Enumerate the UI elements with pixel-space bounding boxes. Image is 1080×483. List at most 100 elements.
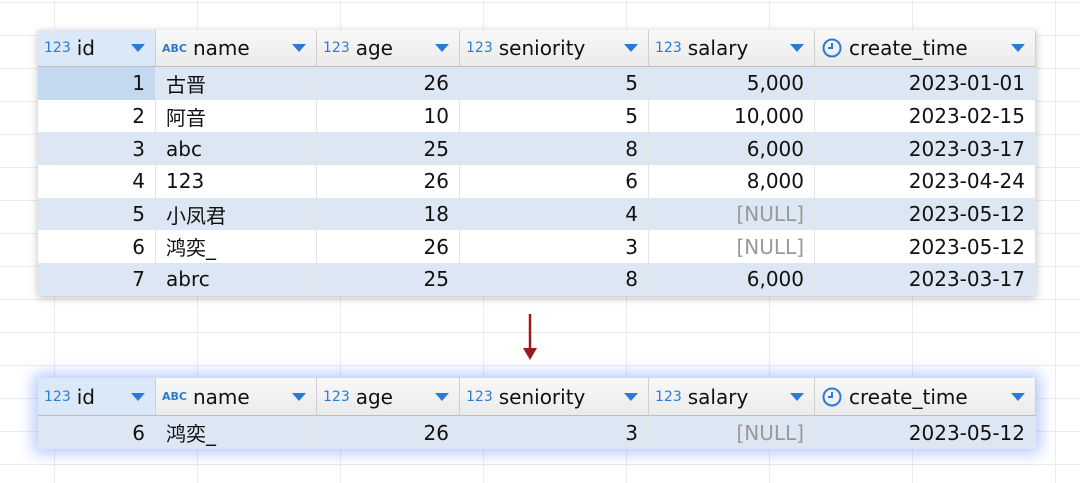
dropdown-arrow[interactable] — [131, 392, 145, 401]
table-cell[interactable]: 2023-05-12 — [815, 230, 1036, 264]
table-cell[interactable]: 10,000 — [649, 99, 815, 133]
table-cell[interactable]: 鸿奕_ — [156, 416, 317, 449]
table-cell[interactable]: 10 — [317, 99, 460, 133]
table-cell[interactable]: 8,000 — [649, 165, 815, 198]
clock-icon — [822, 38, 842, 58]
table-cell[interactable]: 7 — [38, 263, 156, 296]
column-header[interactable]: create_time — [815, 30, 1036, 67]
column-name: id — [76, 36, 95, 60]
table-cell[interactable]: 2023-03-17 — [815, 263, 1036, 296]
dropdown-arrow[interactable] — [435, 44, 449, 52]
table-row[interactable]: 2 阿音 10 5 10,000 2023-02-15 — [38, 99, 1036, 133]
table-row[interactable]: 6 鸿奕_ 26 3 [NULL] 2023-05-12 — [38, 230, 1036, 264]
dropdown-arrow[interactable] — [624, 44, 638, 52]
result-table: 123 id ABC name 123 age 123 seniority 123 salary c… — [38, 30, 1036, 296]
column-header[interactable]: 123 age — [317, 30, 460, 67]
dropdown-arrow[interactable] — [292, 392, 306, 401]
table-cell[interactable]: 26 — [317, 416, 460, 449]
table-cell[interactable]: 6,000 — [649, 132, 815, 166]
table-cell[interactable]: 2023-02-15 — [815, 99, 1036, 133]
table-cell[interactable]: 6,000 — [649, 263, 815, 296]
table-cell[interactable]: 6 — [38, 416, 156, 449]
table-cell[interactable]: 123 — [156, 165, 317, 198]
table-cell[interactable]: 8 — [460, 263, 649, 296]
table-cell[interactable]: 26 — [317, 67, 460, 100]
column-header[interactable]: 123 seniority — [460, 30, 649, 67]
table-cell[interactable]: 2023-03-17 — [815, 132, 1036, 166]
column-type: ABC — [162, 390, 187, 403]
table-cell[interactable]: 25 — [317, 263, 460, 296]
table-cell[interactable]: 2023-04-24 — [815, 165, 1036, 198]
dropdown-arrow[interactable] — [131, 44, 145, 52]
table-cell[interactable]: 5 — [460, 99, 649, 133]
table-cell[interactable]: abrc — [156, 263, 317, 296]
table-cell[interactable]: 2023-01-01 — [815, 67, 1036, 100]
table-cell[interactable]: [NULL] — [649, 230, 815, 264]
dropdown-arrow[interactable] — [292, 44, 306, 52]
table-cell[interactable]: 26 — [317, 165, 460, 198]
table-cell[interactable]: 5 — [38, 197, 156, 231]
dropdown-arrow[interactable] — [624, 392, 638, 401]
table-cell[interactable]: 2023-05-12 — [815, 197, 1036, 231]
table-cell[interactable]: 5 — [460, 67, 649, 100]
table-cell[interactable]: 6 — [460, 165, 649, 198]
table-cell[interactable]: 6 — [38, 230, 156, 264]
table-cell[interactable]: 25 — [317, 132, 460, 166]
dropdown-arrow[interactable] — [435, 392, 449, 401]
table-cell[interactable]: 26 — [317, 230, 460, 264]
filtered-table: 123 id ABC name 123 age 123 seniority 123 salary c… — [38, 378, 1036, 449]
table-row[interactable]: 1 古晋 26 5 5,000 2023-01-01 — [38, 67, 1036, 100]
table-cell[interactable]: [NULL] — [649, 416, 815, 449]
table-cell[interactable]: 2 — [38, 99, 156, 133]
table-cell[interactable]: 5,000 — [649, 67, 815, 100]
column-type: 123 — [655, 40, 682, 56]
table-cell[interactable]: 3 — [460, 416, 649, 449]
column-type: 123 — [466, 40, 493, 56]
dropdown-arrow[interactable] — [1011, 44, 1025, 52]
table-cell[interactable]: 阿音 — [156, 99, 317, 133]
column-header[interactable]: 123 age — [317, 378, 460, 416]
column-name: create_time — [849, 36, 968, 60]
dropdown-arrow[interactable] — [1011, 392, 1025, 401]
table-row[interactable]: 7 abrc 25 8 6,000 2023-03-17 — [38, 263, 1036, 296]
table-row[interactable]: 3 abc 25 8 6,000 2023-03-17 — [38, 132, 1036, 166]
table-row[interactable]: 6 鸿奕_ 26 3 [NULL] 2023-05-12 — [38, 416, 1036, 449]
column-type: 123 — [44, 40, 71, 56]
column-name: id — [76, 384, 95, 409]
column-header[interactable]: 123 id — [38, 30, 156, 67]
table-cell[interactable]: 鸿奕_ — [156, 230, 317, 264]
column-type: 123 — [466, 388, 493, 405]
table-cell[interactable]: 4 — [38, 165, 156, 198]
column-name: name — [192, 384, 250, 409]
column-name: salary — [687, 36, 749, 60]
dropdown-arrow[interactable] — [790, 44, 804, 52]
column-name: age — [355, 36, 393, 60]
table-cell[interactable]: abc — [156, 132, 317, 166]
column-header[interactable]: create_time — [815, 378, 1036, 416]
table-cell[interactable]: 古晋 — [156, 67, 317, 100]
column-header[interactable]: 123 seniority — [460, 378, 649, 416]
table-cell[interactable]: 8 — [460, 132, 649, 166]
column-type: ABC — [162, 41, 187, 55]
column-header[interactable]: 123 salary — [649, 378, 815, 416]
column-header[interactable]: ABC name — [156, 30, 317, 67]
column-header[interactable]: ABC name — [156, 378, 317, 416]
column-header[interactable]: 123 id — [38, 378, 156, 416]
table-cell[interactable]: 18 — [317, 197, 460, 231]
table-cell[interactable]: 4 — [460, 197, 649, 231]
table-cell[interactable]: 2023-05-12 — [815, 416, 1036, 449]
column-type: 123 — [655, 388, 682, 405]
arrow — [523, 314, 537, 360]
dropdown-arrow[interactable] — [790, 392, 804, 401]
table-cell[interactable]: 1 — [38, 67, 156, 100]
column-name: salary — [687, 384, 749, 409]
column-header[interactable]: 123 salary — [649, 30, 815, 67]
table-cell[interactable]: [NULL] — [649, 197, 815, 231]
table-cell[interactable]: 3 — [38, 132, 156, 166]
column-name: age — [355, 384, 393, 409]
table-cell[interactable]: 小凤君 — [156, 197, 317, 231]
table-row[interactable]: 5 小凤君 18 4 [NULL] 2023-05-12 — [38, 197, 1036, 231]
table-row[interactable]: 4 123 26 6 8,000 2023-04-24 — [38, 165, 1036, 198]
table-cell[interactable]: 3 — [460, 230, 649, 264]
